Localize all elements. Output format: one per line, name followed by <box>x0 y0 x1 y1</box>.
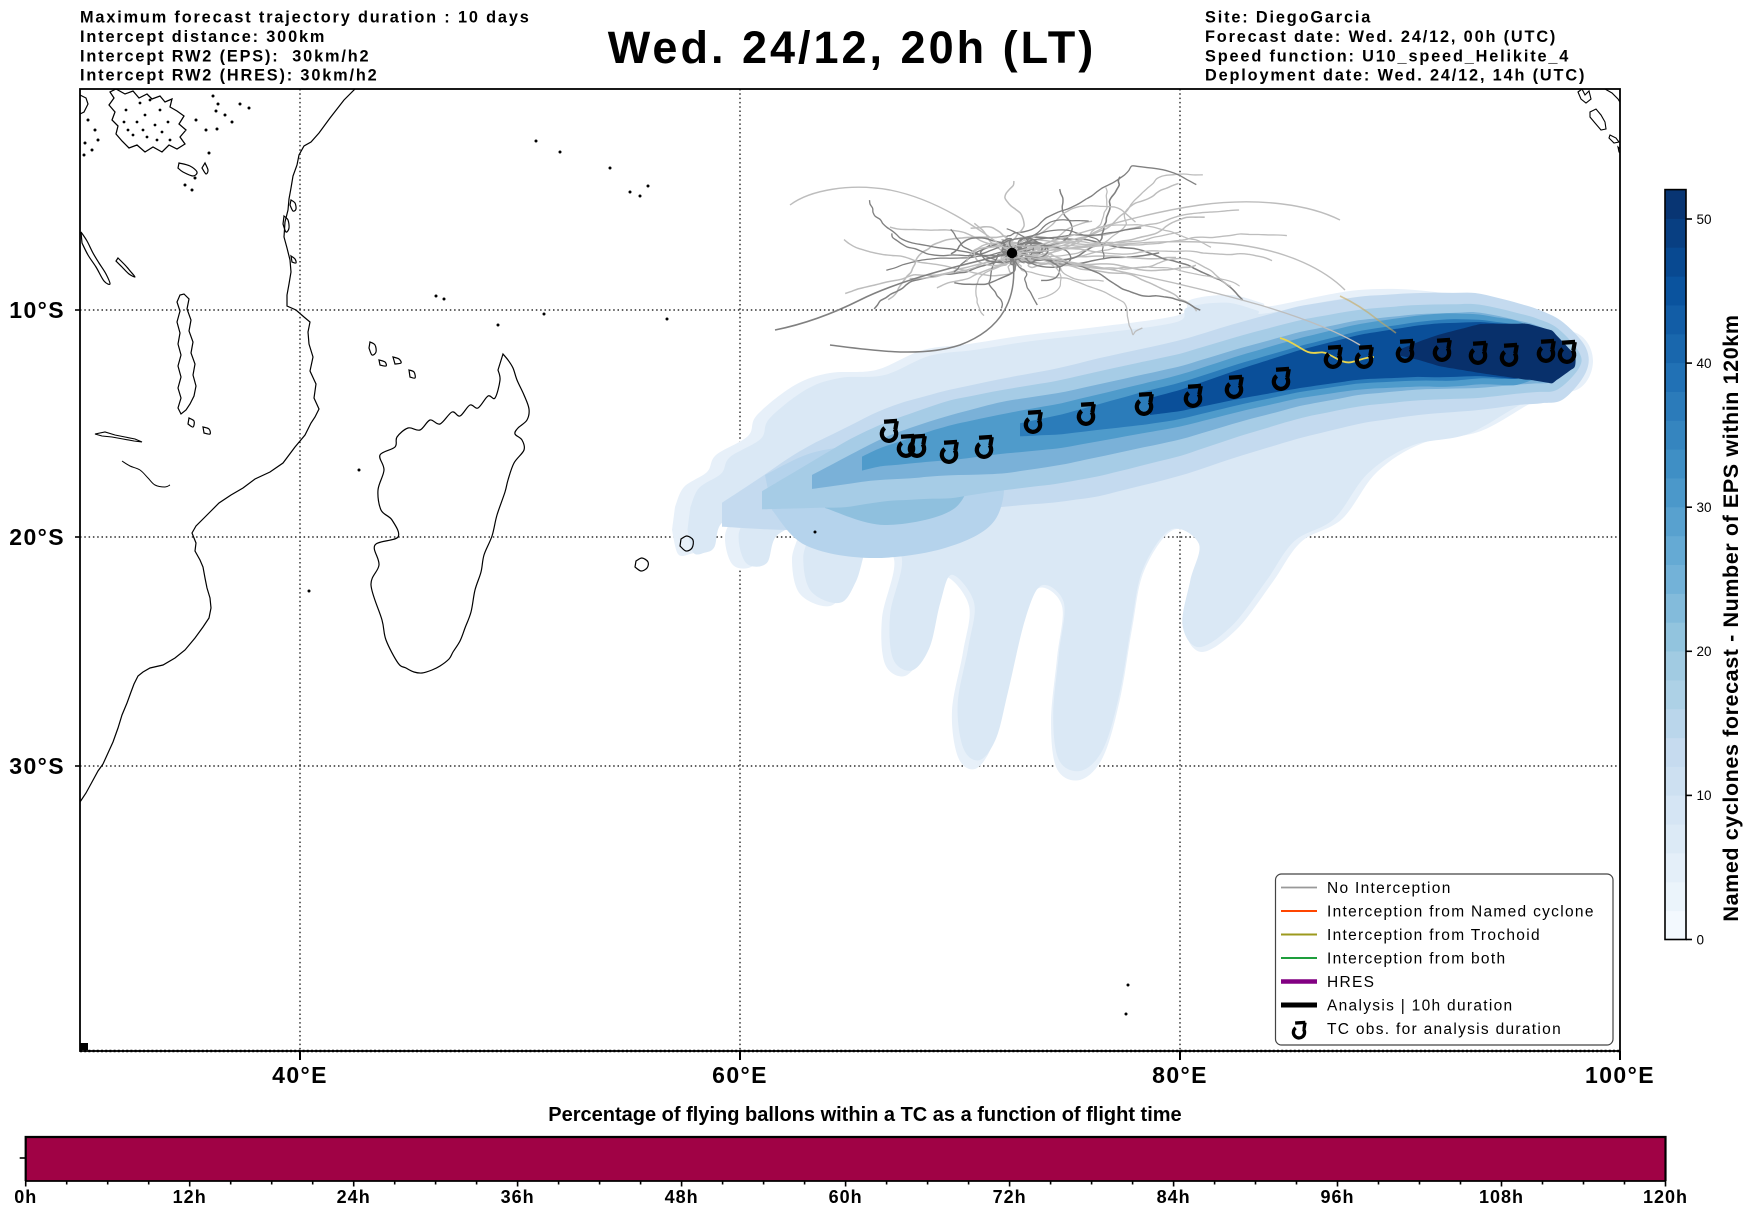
svg-text:20°S: 20°S <box>9 524 65 550</box>
svg-text:HRES: HRES <box>1327 974 1375 991</box>
svg-text:Percentage of flying ballons w: Percentage of flying ballons within a TC… <box>548 1104 1181 1126</box>
svg-text:48h: 48h <box>665 1187 699 1207</box>
svg-text:0h: 0h <box>14 1187 37 1207</box>
svg-text:Maximum forecast trajectory du: Maximum forecast trajectory duration : 1… <box>80 9 531 27</box>
svg-text:24h: 24h <box>337 1187 371 1207</box>
svg-text:30: 30 <box>1697 500 1712 515</box>
svg-text:96h: 96h <box>1320 1187 1354 1207</box>
svg-text:Intercept RW2 (EPS): 30km/h2: Intercept RW2 (EPS): 30km/h2 <box>80 47 370 65</box>
svg-text:Forecast date: Wed. 24/12, 00h: Forecast date: Wed. 24/12, 00h (UTC) <box>1205 28 1557 46</box>
svg-text:Intercept distance: 300km: Intercept distance: 300km <box>80 28 326 46</box>
svg-text:Deployment date: Wed. 24/12, 1: Deployment date: Wed. 24/12, 14h (UTC) <box>1205 67 1586 85</box>
svg-text:60h: 60h <box>829 1187 863 1207</box>
svg-text:30°S: 30°S <box>9 753 65 779</box>
svg-text:80°E: 80°E <box>1152 1062 1208 1088</box>
svg-text:Site: DiegoGarcia: Site: DiegoGarcia <box>1205 9 1372 27</box>
svg-text:84h: 84h <box>1157 1187 1191 1207</box>
svg-text:Analysis | 10h duration: Analysis | 10h duration <box>1327 998 1513 1015</box>
svg-text:0: 0 <box>1697 932 1705 947</box>
svg-text:120h: 120h <box>1643 1187 1688 1207</box>
svg-text:12h: 12h <box>173 1187 207 1207</box>
svg-text:72h: 72h <box>993 1187 1027 1207</box>
svg-text:100°E: 100°E <box>1585 1062 1655 1088</box>
svg-text:40°E: 40°E <box>272 1062 328 1088</box>
svg-text:40: 40 <box>1697 356 1712 371</box>
svg-text:10°S: 10°S <box>9 297 65 323</box>
svg-text:Interception from Trochoid: Interception from Trochoid <box>1327 927 1541 944</box>
svg-text:20: 20 <box>1697 644 1712 659</box>
svg-text:36h: 36h <box>501 1187 535 1207</box>
svg-text:Intercept RW2 (HRES): 30km/h2: Intercept RW2 (HRES): 30km/h2 <box>80 67 379 85</box>
svg-text:No Interception: No Interception <box>1327 880 1452 897</box>
svg-text:10: 10 <box>1697 788 1712 803</box>
svg-text:Named cyclones forecast - Numb: Named cyclones forecast - Number of EPS … <box>1719 314 1743 921</box>
svg-text:Interception from both: Interception from both <box>1327 951 1506 968</box>
svg-text:60°E: 60°E <box>712 1062 768 1088</box>
svg-text:50: 50 <box>1697 212 1712 227</box>
svg-text:TC obs. for analysis duration: TC obs. for analysis duration <box>1327 1021 1562 1038</box>
svg-text:Interception from Named cyclon: Interception from Named cyclone <box>1327 904 1595 921</box>
svg-text:108h: 108h <box>1479 1187 1524 1207</box>
svg-text:Wed. 24/12, 20h (LT): Wed. 24/12, 20h (LT) <box>608 22 1096 73</box>
svg-text:Speed function: U10_speed_Heli: Speed function: U10_speed_Helikite_4 <box>1205 47 1570 65</box>
